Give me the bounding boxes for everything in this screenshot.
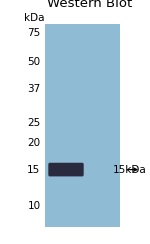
Text: 37: 37 (27, 84, 40, 94)
Text: 15kDa: 15kDa (113, 165, 147, 174)
Text: 25: 25 (27, 118, 40, 128)
Text: 50: 50 (27, 57, 40, 67)
Text: Western Blot: Western Blot (47, 0, 133, 10)
Bar (45, 24, 120, 227)
Text: kDa: kDa (24, 13, 45, 23)
FancyBboxPatch shape (48, 163, 84, 176)
Text: 15: 15 (27, 165, 40, 174)
Text: 20: 20 (27, 138, 40, 148)
Text: 75: 75 (27, 28, 40, 38)
Text: 10: 10 (27, 201, 40, 211)
